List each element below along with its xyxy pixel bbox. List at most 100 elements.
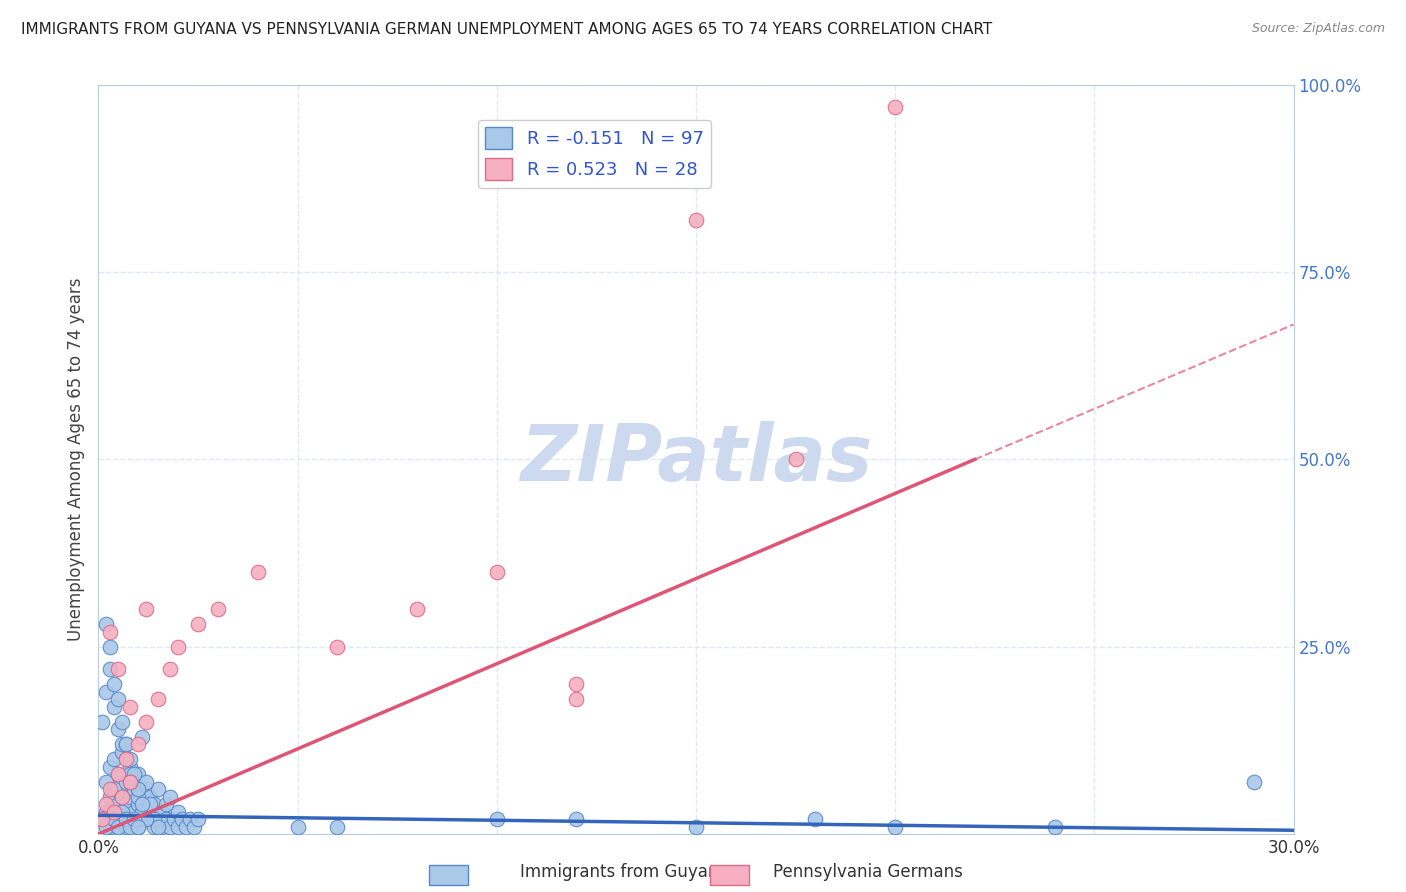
Point xyxy=(98,805,122,819)
Point xyxy=(565,677,588,691)
Point xyxy=(124,782,146,797)
Text: IMMIGRANTS FROM GUYANA VS PENNSYLVANIA GERMAN UNEMPLOYMENT AMONG AGES 65 TO 74 Y: IMMIGRANTS FROM GUYANA VS PENNSYLVANIA G… xyxy=(21,22,993,37)
Point xyxy=(565,812,588,826)
Point xyxy=(120,820,142,834)
Point xyxy=(115,752,138,766)
Point xyxy=(135,805,157,819)
Point xyxy=(111,737,134,751)
Point xyxy=(187,617,209,632)
Point xyxy=(115,820,138,834)
Point xyxy=(120,759,142,773)
Point xyxy=(127,820,149,834)
Point xyxy=(120,774,142,789)
Point xyxy=(172,812,194,826)
Point xyxy=(187,812,209,826)
Point xyxy=(565,692,588,706)
Point xyxy=(111,714,134,729)
Point xyxy=(107,722,129,736)
Point xyxy=(124,767,146,781)
Point xyxy=(326,640,349,654)
Text: Immigrants from Guyana: Immigrants from Guyana xyxy=(520,863,728,881)
Point xyxy=(183,820,205,834)
Point xyxy=(884,820,907,834)
Point xyxy=(287,820,309,834)
Point xyxy=(167,640,190,654)
Point xyxy=(143,812,166,826)
Point xyxy=(96,797,118,811)
Point xyxy=(91,812,114,826)
Legend: R = -0.151   N = 97, R = 0.523   N = 28: R = -0.151 N = 97, R = 0.523 N = 28 xyxy=(478,120,711,187)
Point xyxy=(884,100,907,114)
Point xyxy=(127,767,149,781)
Point xyxy=(115,737,138,751)
Point xyxy=(143,820,166,834)
Point xyxy=(111,789,134,804)
Point xyxy=(804,812,827,826)
Point xyxy=(155,812,177,826)
Point xyxy=(485,565,508,579)
Point xyxy=(107,767,129,781)
Point xyxy=(135,602,157,616)
Point xyxy=(91,812,114,826)
Point xyxy=(120,767,142,781)
Point xyxy=(174,820,197,834)
Point xyxy=(685,212,707,227)
Point xyxy=(111,745,134,759)
Point xyxy=(107,662,129,676)
Point xyxy=(96,617,118,632)
Y-axis label: Unemployment Among Ages 65 to 74 years: Unemployment Among Ages 65 to 74 years xyxy=(66,277,84,641)
Point xyxy=(135,812,157,826)
Point xyxy=(103,812,125,826)
Point xyxy=(167,820,190,834)
Point xyxy=(107,797,129,811)
Point xyxy=(159,662,181,676)
Point xyxy=(246,565,269,579)
Point xyxy=(115,737,138,751)
Text: ZIPatlas: ZIPatlas xyxy=(520,421,872,498)
Point xyxy=(91,714,114,729)
Point xyxy=(150,820,173,834)
Point xyxy=(143,797,166,811)
Point xyxy=(163,812,186,826)
Point xyxy=(120,774,142,789)
Point xyxy=(107,767,129,781)
Point xyxy=(139,789,162,804)
Point xyxy=(103,812,125,826)
Point xyxy=(107,820,129,834)
Point xyxy=(326,820,349,834)
Point xyxy=(124,782,146,797)
Point xyxy=(120,789,142,804)
Point xyxy=(148,692,170,706)
Point xyxy=(115,812,138,826)
Point xyxy=(98,662,122,676)
Point xyxy=(127,820,149,834)
Point xyxy=(111,789,134,804)
Point xyxy=(98,759,122,773)
Point xyxy=(120,812,142,826)
Point xyxy=(127,782,149,797)
Point xyxy=(1043,820,1066,834)
Point xyxy=(103,699,125,714)
Point xyxy=(135,774,157,789)
Point xyxy=(124,805,146,819)
Point xyxy=(115,774,138,789)
Point xyxy=(155,797,177,811)
Point xyxy=(98,820,122,834)
Point xyxy=(96,820,118,834)
Point xyxy=(98,640,122,654)
Point xyxy=(103,752,125,766)
Point xyxy=(127,789,149,804)
Point xyxy=(159,820,181,834)
Point xyxy=(107,820,129,834)
Point xyxy=(111,812,134,826)
Point xyxy=(127,797,149,811)
Point xyxy=(91,812,114,826)
Point xyxy=(406,602,429,616)
Point xyxy=(135,714,157,729)
Point xyxy=(135,782,157,797)
Point xyxy=(96,805,118,819)
Point xyxy=(179,812,201,826)
Point xyxy=(120,699,142,714)
Point xyxy=(127,737,149,751)
Point xyxy=(148,812,170,826)
